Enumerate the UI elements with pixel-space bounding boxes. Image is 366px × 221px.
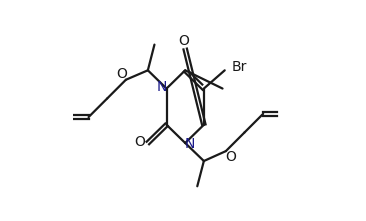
Text: O: O — [225, 150, 236, 164]
Text: O: O — [134, 135, 145, 149]
Text: O: O — [179, 34, 190, 48]
Text: N: N — [157, 80, 167, 94]
Text: O: O — [116, 67, 127, 81]
Text: Br: Br — [231, 60, 247, 74]
Text: N: N — [185, 137, 195, 151]
